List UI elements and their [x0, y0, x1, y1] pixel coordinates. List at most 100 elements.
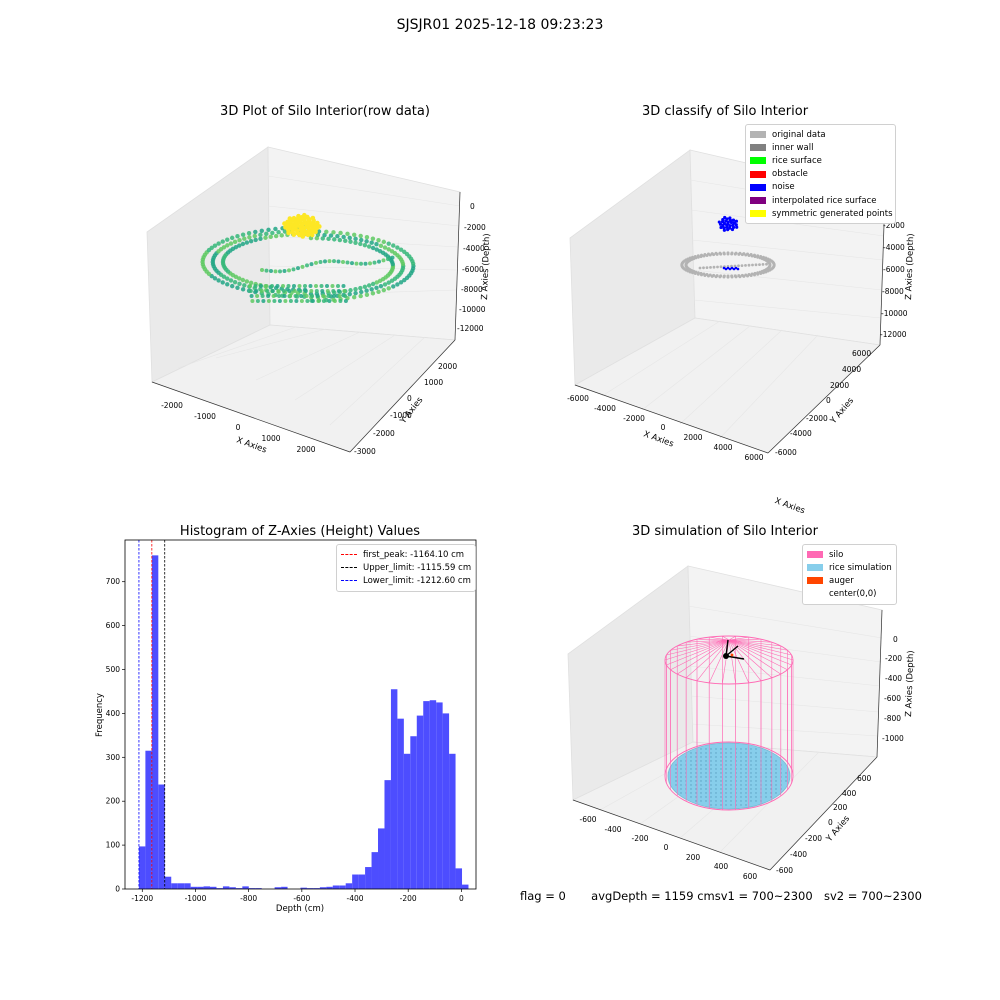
rice-mesh-point	[750, 768, 752, 770]
rice-mesh-point	[755, 748, 757, 750]
rice-mesh-point	[680, 764, 682, 766]
raw-point	[381, 258, 386, 263]
histogram-bar	[190, 886, 198, 889]
raw-point	[398, 280, 404, 285]
legend-label: symmetric generated points	[772, 208, 893, 219]
raw-point	[386, 280, 391, 285]
histogram-frame	[124, 539, 477, 890]
raw-point	[303, 284, 307, 288]
rice-mesh-point	[765, 792, 767, 794]
raw-point	[376, 289, 381, 295]
rice-mesh-point	[730, 772, 732, 774]
classify-plot-title: 3D classify of Silo Interior	[641, 104, 809, 119]
rice-mesh-point	[775, 780, 777, 782]
raw-point	[315, 294, 320, 298]
silo-roof-line	[696, 639, 730, 681]
raw-point	[277, 294, 282, 298]
rice-mesh-point	[720, 756, 722, 758]
raw-z-tick: -6000	[462, 265, 484, 274]
silo-roof-line	[670, 639, 730, 671]
raw-point	[353, 290, 358, 296]
rice-mesh-point	[765, 752, 767, 754]
classify-point	[768, 262, 772, 266]
raw-point	[281, 289, 286, 293]
rice-mesh-point	[775, 776, 777, 778]
raw-point	[327, 259, 332, 264]
rice-mesh-point	[730, 756, 732, 758]
rice-mesh-point	[695, 760, 697, 762]
classify-point	[734, 223, 738, 227]
raw-point	[268, 234, 273, 240]
rice-mesh-point	[700, 784, 702, 786]
rice-mesh-point	[775, 788, 777, 790]
rice-mesh-point	[700, 772, 702, 774]
raw-point	[322, 232, 327, 238]
flag-readout: flag = 0	[520, 889, 566, 903]
raw-y-tick: 0	[407, 394, 412, 403]
rice-mesh-point	[690, 752, 692, 754]
histogram-bar	[222, 886, 230, 889]
rice-mesh-point	[720, 796, 722, 798]
raw-point	[338, 230, 343, 236]
rice-mesh-point	[785, 776, 787, 778]
legend-entry-rice-simulation: rice simulation	[807, 561, 892, 574]
raw-point	[273, 233, 279, 239]
rice-mesh-point	[720, 800, 722, 802]
classify-point	[703, 253, 707, 257]
rice-mesh-point	[745, 788, 747, 790]
raw-point	[310, 299, 315, 303]
histogram-legend: first_peak: -1164.10 cm Upper_limit: -11…	[336, 544, 476, 592]
raw-point	[332, 294, 337, 298]
classify-point	[738, 275, 742, 279]
raw-point	[308, 284, 313, 288]
raw-point	[314, 284, 318, 288]
rice-mesh-point	[710, 772, 712, 774]
raw-point	[350, 261, 354, 266]
raw-point	[299, 294, 304, 298]
classify-point	[730, 227, 735, 232]
simulation-x-tick: 200	[686, 853, 701, 862]
raw-point	[253, 284, 258, 288]
classify-point	[746, 274, 750, 278]
raw-point	[246, 231, 252, 236]
classify-legend: original data inner wall rice surface ob…	[745, 124, 896, 225]
simulation-z-axis-label: Z Axies (Depth)	[904, 650, 916, 717]
rice-mesh-point	[715, 752, 717, 754]
rice-mesh-point	[745, 800, 747, 802]
raw-point	[259, 284, 263, 288]
histogram-bar	[416, 715, 424, 889]
rice-mesh-point	[690, 756, 692, 758]
histogram-bar	[242, 886, 249, 889]
raw-x-tick: 2000	[296, 445, 315, 454]
rice-mesh-point	[695, 796, 697, 798]
rice-mesh-point	[770, 780, 772, 782]
classify-point	[718, 275, 722, 279]
histogram-bar	[403, 753, 411, 889]
rice-mesh-point	[700, 756, 702, 758]
rice-mesh-point	[705, 796, 707, 798]
rice-mesh-point	[740, 764, 742, 766]
simulation-x-tick: -400	[604, 825, 621, 834]
rice-mesh-point	[770, 784, 772, 786]
classify-point	[706, 252, 710, 256]
rice-mesh-point	[730, 804, 732, 806]
classify-point	[722, 251, 726, 255]
legend-entry-obstacle: obstacle	[750, 168, 891, 181]
rice-mesh-point	[715, 788, 717, 790]
rice-mesh-point	[740, 784, 742, 786]
raw-point	[331, 230, 336, 235]
raw-point	[279, 233, 284, 238]
classify-point	[738, 251, 742, 255]
classify-point	[764, 270, 768, 274]
classify-y-axis-label: Y Axies	[828, 396, 856, 427]
classify-point	[723, 215, 727, 220]
raw-point	[352, 232, 357, 237]
classify-z-tick: -8000	[882, 287, 904, 296]
classify-x-tick: 2000	[683, 433, 702, 442]
rice-mesh-point	[745, 760, 747, 762]
rice-mesh-point	[770, 792, 772, 794]
rice-mesh-point	[690, 760, 692, 762]
rice-mesh-point	[725, 748, 727, 750]
rice-mesh-point	[680, 788, 682, 790]
raw-point	[366, 283, 372, 288]
